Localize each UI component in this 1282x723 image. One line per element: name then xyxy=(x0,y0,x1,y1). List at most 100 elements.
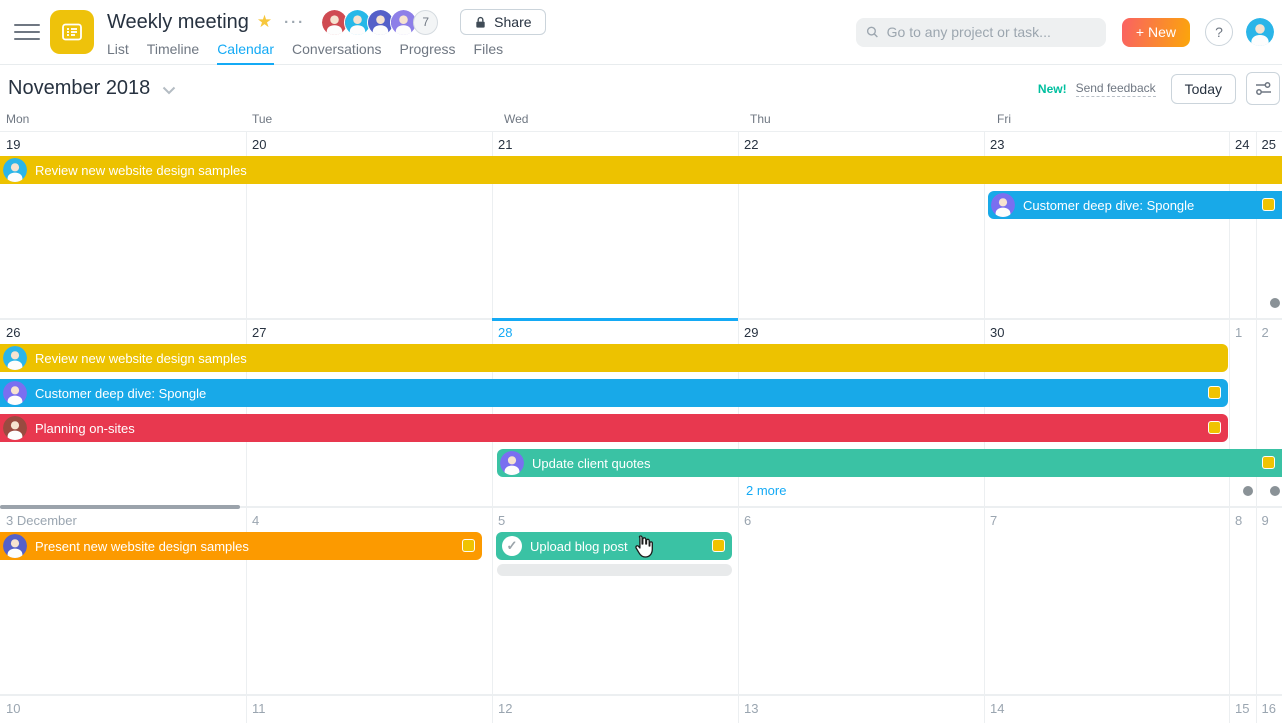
grid-line xyxy=(492,508,493,694)
tab-calendar[interactable]: Calendar xyxy=(217,41,275,65)
chevron-down-icon xyxy=(163,86,176,94)
member-avatars[interactable] xyxy=(321,8,418,36)
project-icon[interactable] xyxy=(50,10,94,54)
day-header-wed: Wed xyxy=(504,112,529,126)
date-label: 8 xyxy=(1235,513,1243,528)
event-title: Present new website design samples xyxy=(35,538,249,554)
avatar[interactable] xyxy=(390,8,418,36)
grid-line xyxy=(1255,320,1257,506)
calendar-event[interactable]: Customer deep dive: Spongle xyxy=(0,379,1228,407)
event-title: Update client quotes xyxy=(532,455,651,471)
share-button[interactable]: Share xyxy=(460,9,546,35)
page-title: Weekly meeting xyxy=(107,10,249,33)
list-board-icon xyxy=(62,23,82,41)
date-label: 21 xyxy=(498,137,513,152)
grid-line xyxy=(246,696,247,723)
event-title: Upload blog post xyxy=(530,538,628,554)
user-avatar[interactable] xyxy=(1246,18,1274,46)
event-title: Review new website design samples xyxy=(35,162,247,178)
avatar[interactable] xyxy=(344,8,372,36)
date-label: 20 xyxy=(252,137,267,152)
avatar[interactable] xyxy=(321,8,349,36)
date-label: 11 xyxy=(252,701,266,716)
project-color-icon xyxy=(1208,421,1221,434)
calendar-event[interactable]: Update client quotes xyxy=(497,449,1282,477)
more-link[interactable]: 2 more xyxy=(746,483,787,498)
tab-timeline[interactable]: Timeline xyxy=(146,40,200,57)
date-label: 3 December xyxy=(6,513,77,528)
calendar-event[interactable]: Present new website design samples xyxy=(0,532,482,560)
overflow-indicator-dot[interactable] xyxy=(1243,486,1254,496)
grid-line xyxy=(984,508,985,694)
more-options-icon[interactable]: ··· xyxy=(284,13,306,31)
event-title: Customer deep dive: Spongle xyxy=(1023,197,1195,213)
calendar-event[interactable]: ✓ Upload blog post xyxy=(496,532,732,560)
event-title: Planning on-sites xyxy=(35,420,135,436)
calendar-event[interactable]: Review new website design samples xyxy=(0,344,1228,372)
help-button[interactable]: ? xyxy=(1205,18,1233,46)
hamburger-menu-icon[interactable] xyxy=(14,24,40,40)
assignee-avatar xyxy=(991,193,1015,217)
favorite-star-icon[interactable]: ★ xyxy=(256,12,273,31)
date-label: 27 xyxy=(252,325,267,340)
project-color-icon xyxy=(462,539,475,552)
week-row: 10 11 12 13 14 15 16 xyxy=(0,694,1282,723)
day-header-mon: Mon xyxy=(6,112,30,126)
date-label: 19 xyxy=(6,137,21,152)
grid-line xyxy=(1229,696,1230,723)
assignee-avatar xyxy=(500,451,524,475)
check-circle-icon[interactable]: ✓ xyxy=(502,536,522,556)
calendar-event[interactable]: Planning on-sites xyxy=(0,414,1228,442)
date-label: 29 xyxy=(744,325,759,340)
grid-line xyxy=(738,696,739,723)
day-of-week-header: Mon Tue Wed Thu Fri xyxy=(0,112,1282,132)
date-label: 22 xyxy=(744,137,759,152)
grid-line xyxy=(1229,320,1230,506)
day-header-fri: Fri xyxy=(997,112,1011,126)
date-label: 14 xyxy=(990,701,1005,716)
overflow-indicator-dot[interactable] xyxy=(1269,486,1280,496)
new-button[interactable]: + New xyxy=(1121,17,1190,47)
calendar-event[interactable]: Customer deep dive: Spongle xyxy=(988,191,1282,219)
month-selector[interactable]: November 2018 xyxy=(8,77,176,100)
grid-line xyxy=(984,696,985,723)
today-indicator xyxy=(492,318,738,321)
date-label: 5 xyxy=(498,513,506,528)
date-label: 10 xyxy=(6,701,21,716)
today-button[interactable]: Today xyxy=(1170,73,1236,104)
assignee-avatar xyxy=(3,416,27,440)
global-search[interactable] xyxy=(855,17,1106,47)
date-label: 25 xyxy=(1261,137,1276,152)
project-color-icon xyxy=(712,539,725,552)
grid-line xyxy=(738,508,739,694)
tab-conversations[interactable]: Conversations xyxy=(292,40,382,57)
tab-list[interactable]: List xyxy=(107,40,129,57)
drag-indicator xyxy=(0,505,240,509)
grid-line xyxy=(1229,508,1230,694)
avatar[interactable] xyxy=(367,8,395,36)
view-options-button[interactable] xyxy=(1246,72,1280,105)
overflow-indicator-dot[interactable] xyxy=(1269,298,1280,308)
date-label: 12 xyxy=(498,701,513,716)
project-color-icon xyxy=(1262,198,1275,211)
date-label: 1 xyxy=(1235,325,1243,340)
search-input[interactable] xyxy=(886,24,1096,40)
date-label: 4 xyxy=(252,513,260,528)
send-feedback-link[interactable]: Send feedback xyxy=(1075,80,1156,97)
project-title-block: Weekly meeting ★ ··· 7 Share List Timeli… xyxy=(107,0,546,65)
tab-files[interactable]: Files xyxy=(473,40,504,57)
week-row: 26 27 28 29 30 1 2 Review new website design sa… xyxy=(0,318,1282,506)
lock-icon xyxy=(476,16,485,28)
date-label: 23 xyxy=(990,137,1005,152)
tab-progress[interactable]: Progress xyxy=(399,40,456,57)
new-feature-badge: New! xyxy=(1037,81,1067,96)
assignee-avatar xyxy=(3,381,27,405)
member-count-badge[interactable]: 7 xyxy=(413,9,439,35)
sliders-icon xyxy=(1255,82,1271,95)
date-label: 6 xyxy=(744,513,752,528)
calendar-event[interactable]: Review new website design samples xyxy=(0,156,1282,184)
grid-line xyxy=(1255,508,1257,694)
event-title: Review new website design samples xyxy=(35,350,247,366)
assignee-avatar xyxy=(3,158,27,182)
project-color-icon xyxy=(1262,456,1275,469)
